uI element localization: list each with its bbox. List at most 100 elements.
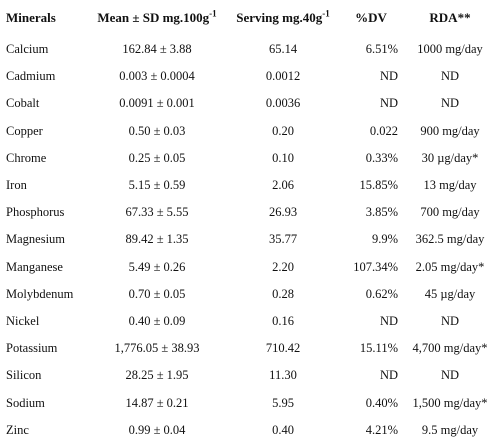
- header-mean-sd-label: Mean ± SD mg.100g: [97, 10, 210, 25]
- cell-mean-sd: 89.42 ± 1.35: [125, 232, 189, 247]
- cell-mean-sd: 5.15 ± 0.59: [128, 178, 186, 193]
- header-dv: %DV: [338, 0, 404, 36]
- cell-mean-sd: 0.70 ± 0.05: [128, 286, 186, 301]
- cell-mean-sd: 14.87 ± 0.21: [125, 395, 189, 410]
- cell-rda: 2.05 mg/day*: [415, 259, 485, 274]
- cell-mean-sd: 0.0091 ± 0.001: [119, 96, 195, 111]
- header-dv-label: %DV: [355, 10, 387, 25]
- table-row: Magnesium 89.42 ± 1.35 35.77 9.9% 362.5 mg/d…: [0, 226, 496, 253]
- table-header: Minerals Mean ± SD mg.100g-1 Serving mg.…: [0, 0, 496, 36]
- table-row: Potassium 1,776.05 ± 38.93 710.42 15.11% 4,7…: [0, 335, 496, 362]
- cell-mineral: Cadmium: [6, 69, 56, 84]
- cell-mean-sd: 0.50 ± 0.03: [128, 123, 186, 138]
- header-mean-sd: Mean ± SD mg.100g-1: [86, 0, 228, 36]
- cell-dv: 0.33%: [365, 150, 398, 165]
- table-row: Nickel 0.40 ± 0.09 0.16 ND ND: [0, 308, 496, 335]
- cell-rda: 13 mg/day: [423, 178, 477, 193]
- cell-dv: 3.85%: [365, 205, 398, 220]
- cell-dv: ND: [379, 368, 398, 383]
- header-serving-superscript: -1: [322, 8, 330, 19]
- cell-dv: 107.34%: [353, 259, 398, 274]
- cell-mean-sd: 0.40 ± 0.09: [128, 313, 186, 328]
- header-mean-sd-superscript: -1: [209, 8, 217, 19]
- cell-serving: 0.20: [272, 123, 294, 138]
- cell-mineral: Zinc: [6, 422, 29, 437]
- table-row: Sodium 14.87 ± 0.21 5.95 0.40% 1,500 mg/day*: [0, 389, 496, 416]
- cell-mean-sd: 162.84 ± 3.88: [122, 42, 192, 57]
- table-row: Chrome 0.25 ± 0.05 0.10 0.33% 30 µg/day*: [0, 145, 496, 172]
- cell-serving: 5.95: [272, 395, 294, 410]
- cell-rda: 1,500 mg/day*: [412, 395, 488, 410]
- cell-mineral: Magnesium: [6, 232, 66, 247]
- table-row: Copper 0.50 ± 0.03 0.20 0.022 900 mg/day: [0, 118, 496, 145]
- cell-rda: 700 mg/day: [420, 205, 480, 220]
- cell-rda: ND: [440, 69, 460, 84]
- cell-rda: 9.5 mg/day: [421, 422, 479, 437]
- cell-rda: ND: [440, 313, 460, 328]
- cell-mineral: Chrome: [6, 150, 47, 165]
- table-row: Manganese 5.49 ± 0.26 2.20 107.34% 2.05 mg/d…: [0, 254, 496, 281]
- cell-rda: 900 mg/day: [420, 123, 480, 138]
- cell-mineral: Potassium: [6, 341, 58, 356]
- cell-dv: 0.62%: [365, 286, 398, 301]
- cell-rda: 4,700 mg/day*: [412, 341, 488, 356]
- cell-serving: 0.0012: [265, 69, 301, 84]
- cell-mean-sd: 1,776.05 ± 38.93: [114, 341, 200, 356]
- cell-rda: 362.5 mg/day: [415, 232, 485, 247]
- cell-serving: 2.20: [272, 259, 294, 274]
- table-row: Molybdenum 0.70 ± 0.05 0.28 0.62% 45 µg/day: [0, 281, 496, 308]
- cell-mean-sd: 0.003 ± 0.0004: [119, 69, 195, 84]
- table-row: Cadmium 0.003 ± 0.0004 0.0012 ND ND: [0, 63, 496, 90]
- cell-serving: 0.10: [272, 150, 294, 165]
- cell-mean-sd: 5.49 ± 0.26: [128, 259, 186, 274]
- cell-serving: 35.77: [268, 232, 298, 247]
- cell-dv: 15.11%: [359, 341, 398, 356]
- cell-mineral: Calcium: [6, 42, 49, 57]
- table-row: Phosphorus 67.33 ± 5.55 26.93 3.85% 700 mg/d…: [0, 199, 496, 226]
- cell-mineral: Molybdenum: [6, 286, 74, 301]
- cell-dv: ND: [379, 313, 398, 328]
- cell-serving: 65.14: [268, 42, 298, 57]
- cell-mean-sd: 0.25 ± 0.05: [128, 150, 186, 165]
- cell-mineral: Copper: [6, 123, 43, 138]
- header-serving: Serving mg.40g-1: [228, 0, 338, 36]
- cell-rda: ND: [440, 96, 460, 111]
- cell-mineral: Sodium: [6, 395, 45, 410]
- cell-mineral: Iron: [6, 178, 27, 193]
- table-row: Iron 5.15 ± 0.59 2.06 15.85% 13 mg/day: [0, 172, 496, 199]
- header-serving-label: Serving mg.40g: [236, 10, 323, 25]
- cell-dv: 0.022: [369, 123, 398, 138]
- cell-mean-sd: 28.25 ± 1.95: [125, 368, 189, 383]
- cell-rda: ND: [440, 368, 460, 383]
- cell-rda: 30 µg/day*: [421, 150, 479, 165]
- table-body: Calcium 162.84 ± 3.88 65.14 6.51% 1000 mg/da…: [0, 36, 496, 444]
- table-row: Zinc 0.99 ± 0.04 0.40 4.21% 9.5 mg/day: [0, 417, 496, 444]
- header-minerals-label: Minerals: [6, 10, 56, 25]
- cell-serving: 710.42: [265, 341, 301, 356]
- cell-serving: 11.30: [269, 368, 297, 383]
- cell-serving: 2.06: [272, 178, 294, 193]
- cell-serving: 0.40: [272, 422, 294, 437]
- cell-mineral: Cobalt: [6, 96, 40, 111]
- header-minerals: Minerals: [0, 0, 86, 36]
- cell-dv: ND: [379, 96, 398, 111]
- cell-mineral: Phosphorus: [6, 205, 65, 220]
- cell-dv: 9.9%: [371, 232, 398, 247]
- cell-mineral: Nickel: [6, 313, 40, 328]
- cell-mineral: Silicon: [6, 368, 42, 383]
- header-row: Minerals Mean ± SD mg.100g-1 Serving mg.…: [0, 0, 496, 36]
- cell-dv: 6.51%: [365, 42, 398, 57]
- cell-serving: 0.16: [272, 313, 294, 328]
- cell-mean-sd: 67.33 ± 5.55: [125, 205, 189, 220]
- cell-mean-sd: 0.99 ± 0.04: [128, 422, 186, 437]
- cell-serving: 0.0036: [265, 96, 301, 111]
- cell-dv: 15.85%: [359, 178, 398, 193]
- cell-serving: 0.28: [272, 286, 294, 301]
- cell-rda: 45 µg/day: [424, 286, 476, 301]
- header-rda-label: RDA**: [429, 10, 471, 25]
- cell-mineral: Manganese: [6, 259, 63, 274]
- cell-dv: 4.21%: [365, 422, 398, 437]
- table-row: Silicon 28.25 ± 1.95 11.30 ND ND: [0, 362, 496, 389]
- header-rda: RDA**: [404, 0, 496, 36]
